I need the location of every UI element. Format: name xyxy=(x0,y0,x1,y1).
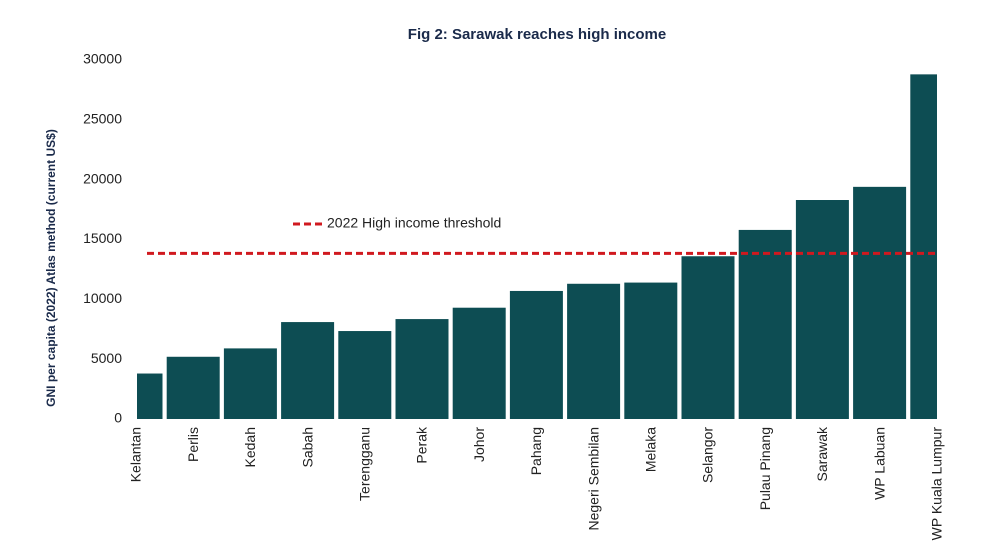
y-tick-label: 25000 xyxy=(83,111,122,127)
x-tick-label: Selangor xyxy=(700,427,716,483)
bar xyxy=(910,74,937,420)
y-tick-label: 5000 xyxy=(91,350,122,366)
bar xyxy=(738,229,792,419)
x-tick-label: Sarawak xyxy=(814,426,830,481)
bar xyxy=(567,283,621,419)
bar xyxy=(223,348,277,419)
y-tick-label: 30000 xyxy=(83,51,122,67)
bar xyxy=(509,290,563,419)
plot-area xyxy=(137,74,937,420)
bar xyxy=(137,373,163,419)
y-axis-label: GNI per capita (2022) Atlas method (curr… xyxy=(44,129,58,407)
x-tick-label: Perak xyxy=(414,426,430,464)
x-tick-label: Kedah xyxy=(242,427,258,467)
x-tick-label: Terengganu xyxy=(357,427,373,501)
y-tick-label: 0 xyxy=(114,410,122,426)
bar xyxy=(338,331,392,419)
x-tick-label: Kelantan xyxy=(128,427,144,482)
y-tick-label: 20000 xyxy=(83,170,122,186)
bar xyxy=(795,200,849,419)
x-tick-label: Melaka xyxy=(643,427,659,472)
bar xyxy=(624,282,678,419)
legend-label: 2022 High income threshold xyxy=(327,215,501,231)
bar xyxy=(681,256,735,419)
y-tick-label: 10000 xyxy=(83,290,122,306)
x-tick-label: Perlis xyxy=(185,427,201,462)
x-tick-label: WP Labuan xyxy=(871,427,887,500)
x-tick-label: Pahang xyxy=(528,427,544,475)
bar xyxy=(853,186,907,419)
x-tick-label: Johor xyxy=(471,427,487,462)
x-tick-label: Negeri Sembilan xyxy=(585,427,601,531)
x-tick-label: Sabah xyxy=(299,427,315,467)
bar xyxy=(281,322,335,419)
x-tick-label: WP Kuala Lumpur xyxy=(929,427,945,541)
x-tick-label: Pulau Pinang xyxy=(757,427,773,510)
bar xyxy=(452,307,506,419)
bar xyxy=(395,319,449,419)
chart-title: Fig 2: Sarawak reaches high income xyxy=(408,26,666,43)
bar xyxy=(166,356,220,419)
y-tick-label: 15000 xyxy=(83,230,122,246)
